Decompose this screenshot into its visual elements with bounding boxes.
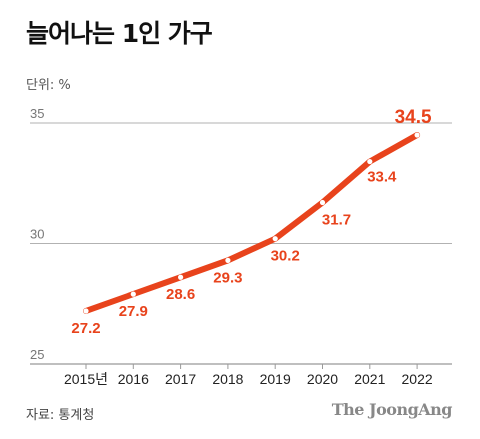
data-point [319,199,326,206]
x-tick-label: 2018 [212,371,243,387]
data-point [83,308,89,314]
data-label: 29.3 [213,269,242,286]
data-point [272,236,278,242]
x-tick-label: 2017 [165,371,196,387]
data-point [414,132,420,138]
x-tick-label: 2016 [118,371,149,387]
data-label: 33.4 [367,169,397,186]
series-line [83,132,421,314]
y-tick-label: 25 [30,347,44,362]
data-label: 34.5 [395,107,432,128]
x-tick-label: 2021 [354,371,385,387]
data-point [225,257,231,263]
x-tick-label: 2020 [307,371,338,387]
publisher-logo: The JoongAng [331,400,453,419]
data-point [130,291,136,297]
x-tick-label: 2022 [402,371,433,387]
data-label: 28.6 [166,286,195,303]
x-tick-label: 2015년 [64,371,108,387]
unit-label: 단위: % [26,78,71,93]
data-label: 27.2 [71,320,100,337]
data-label: 27.9 [119,303,148,320]
source-note: 자료: 통계청 [26,408,95,423]
data-point [178,274,184,280]
y-tick-label: 30 [30,227,44,242]
data-label: 31.7 [322,212,351,229]
x-tick-label: 2019 [260,371,291,387]
data-point [367,158,373,165]
chart-title: 늘어나는 1인 가구 [26,19,213,48]
data-label: 30.2 [271,248,300,265]
y-tick-label: 35 [30,106,44,121]
